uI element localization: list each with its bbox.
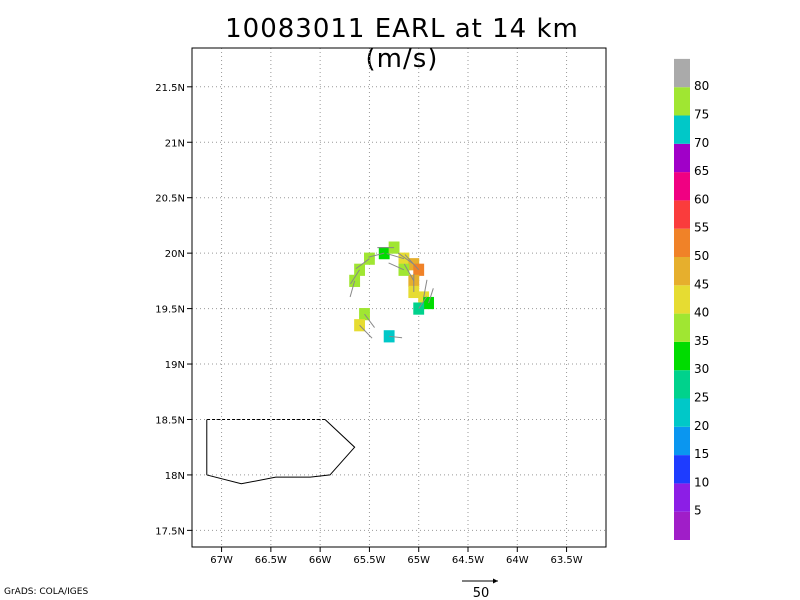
wind-vector <box>355 258 370 270</box>
colorbar-label: 35 <box>694 334 709 348</box>
colorbar-swatch <box>674 370 690 399</box>
wind-vectors <box>349 247 434 339</box>
lat-tick-label: 20.5N <box>155 194 185 205</box>
wind-vector <box>364 313 375 328</box>
wind-vector <box>404 254 420 271</box>
wind-vector <box>359 324 373 339</box>
lat-tick-label: 21.5N <box>155 83 185 94</box>
colorbar-label: 20 <box>694 419 709 433</box>
colorbar-swatch <box>674 313 690 342</box>
colorbar-swatch <box>674 200 690 229</box>
lat-tick-label: 19N <box>165 360 185 371</box>
colorbar-label: 70 <box>694 136 709 150</box>
wind-vector <box>350 269 360 285</box>
wind-vector <box>428 288 434 304</box>
wind-vector <box>418 296 428 309</box>
coastline <box>206 418 356 485</box>
wind-vector <box>368 252 385 258</box>
reference-vector-arrowhead <box>493 578 498 584</box>
colorbar-swatch <box>674 398 690 427</box>
colorbar-swatch <box>674 257 690 286</box>
wind-cell <box>423 296 434 310</box>
colorbar-label: 55 <box>694 221 709 235</box>
lon-tick-label: 65W <box>407 555 430 566</box>
colorbar-swatch <box>674 87 690 116</box>
lat-tick-label: 21N <box>165 138 185 149</box>
colorbar-swatch <box>674 511 690 540</box>
lon-tick-label: 64.5W <box>452 555 484 566</box>
lon-tick-label: 67W <box>210 555 233 566</box>
wind-vector <box>349 280 356 298</box>
map-frame <box>191 47 607 548</box>
colorbar-label: 30 <box>694 362 709 376</box>
colorbar-swatch <box>674 172 690 201</box>
colorbar-swatch <box>674 483 690 512</box>
lat-tick-label: 18.5N <box>155 415 185 426</box>
lon-tick-label: 64W <box>506 555 529 566</box>
colorbar-label: 25 <box>694 391 709 405</box>
colorbar-label: 40 <box>694 306 709 320</box>
wind-vector <box>403 263 415 282</box>
lat-tick-label: 20N <box>165 249 185 260</box>
colorbar-swatch <box>674 455 690 484</box>
colorbar-label: 10 <box>694 475 709 489</box>
wind-vector <box>397 252 415 265</box>
wind-vector <box>388 262 405 271</box>
lat-tick-label: 18N <box>165 471 185 482</box>
lat-tick-label: 19.5N <box>155 305 185 316</box>
coastline-solid <box>206 419 356 485</box>
grads-credit: GrADS: COLA/IGES <box>4 587 89 597</box>
colorbar-swatch <box>674 58 690 88</box>
colorbar-label: 5 <box>694 504 702 518</box>
wind-vector <box>386 253 405 260</box>
colorbar-swatch <box>674 228 690 257</box>
longitude-labels: 67W 66.5W 66W 65.5W 65W 64.5W 64W 63.5W <box>210 555 582 566</box>
lon-tick-label: 63.5W <box>550 555 582 566</box>
colorbar-label: 15 <box>694 447 709 461</box>
colorbar-swatch <box>674 143 690 173</box>
lon-tick-label: 66W <box>309 555 332 566</box>
wind-cell <box>398 252 410 265</box>
colorbar-label: 60 <box>694 192 709 206</box>
latitude-labels: 17.5N 18N 18.5N 19N 19.5N 20N 20.5N 21N 21.5N <box>155 83 185 538</box>
wind-cell <box>398 263 410 276</box>
colorbar-swatch <box>674 426 690 456</box>
colorbar-swatch <box>674 285 690 314</box>
colorbar-label: 50 <box>694 249 709 263</box>
colorbar-swatch <box>674 341 690 371</box>
reference-vector-label: 50 <box>473 586 490 600</box>
lon-tick-label: 66.5W <box>255 555 287 566</box>
reference-vector: 50 <box>462 578 498 600</box>
lat-tick-label: 17.5N <box>155 526 185 537</box>
wind-cell <box>364 252 375 265</box>
colorbar-label: 80 <box>694 79 709 93</box>
wind-vector <box>389 335 403 339</box>
colorbar-label: 45 <box>694 277 709 291</box>
map-grid <box>187 48 606 552</box>
colorbar-label: 75 <box>694 108 709 122</box>
colorbar-swatch <box>674 115 690 144</box>
wind-vector <box>423 279 428 298</box>
lon-tick-label: 65.5W <box>353 555 385 566</box>
colorbar-legend: 5 10 15 20 25 30 35 40 45 50 55 60 65 70 75 80 <box>674 58 709 540</box>
wind-cell <box>354 319 365 332</box>
colorbar-label: 65 <box>694 164 709 178</box>
map-title: 10083011 EARL at 14 km (m/s) <box>225 14 579 74</box>
